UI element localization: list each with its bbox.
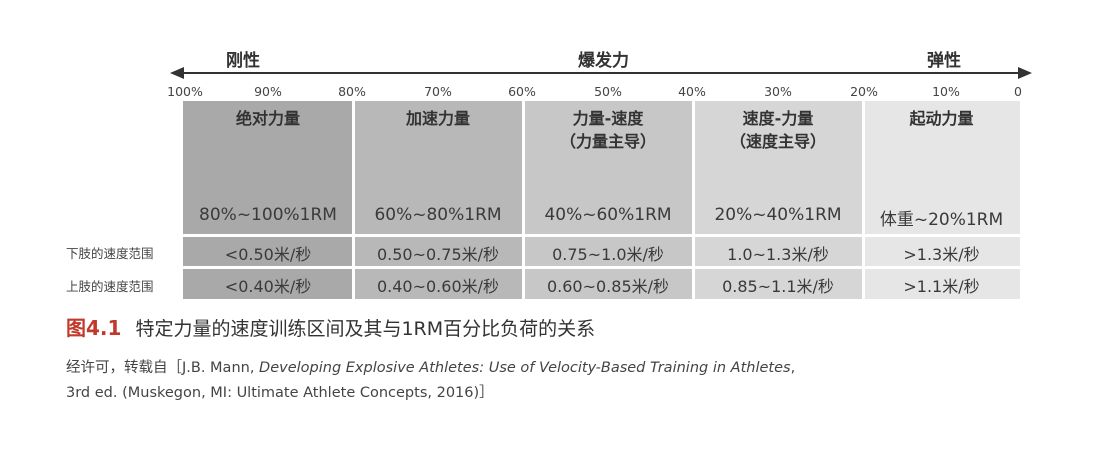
zone-divider	[352, 101, 355, 299]
zone-load: 80%~100%1RM	[199, 205, 337, 225]
row-divider	[353, 266, 523, 269]
zone-load: 60%~80%1RM	[374, 205, 502, 225]
lower-velocity: 0.50~0.75米/秒	[376, 245, 500, 264]
zone-title: 加速力量	[405, 109, 470, 128]
zone-load: 20%~40%1RM	[714, 205, 842, 225]
tick-20: 20%	[850, 84, 878, 99]
figure-number: 图4.1	[66, 316, 122, 340]
row-label-lower-limb: 下肢的速度范围	[66, 246, 154, 261]
lower-velocity: 1.0~1.3米/秒	[727, 245, 829, 264]
zone-speed-strength: 速度-力量 （速度主导） 20%~40%1RM 1.0~1.3米/秒 0.85~1…	[693, 101, 863, 299]
zone-divider	[692, 101, 695, 299]
row-divider	[863, 234, 1020, 237]
upper-velocity: 0.85~1.1米/秒	[722, 277, 834, 296]
zone-absolute-strength: 绝对力量 80%~100%1RM <0.50米/秒 <0.40米/秒	[183, 101, 353, 299]
row-divider	[523, 234, 693, 237]
figure-title: 特定力量的速度训练区间及其与1RM百分比负荷的关系	[135, 318, 596, 340]
tick-70: 70%	[424, 84, 452, 99]
zone-divider	[522, 101, 525, 299]
figure-caption: 图4.1 特定力量的速度训练区间及其与1RM百分比负荷的关系	[66, 312, 595, 341]
lower-velocity: >1.3米/秒	[903, 245, 980, 264]
label-explosive: 爆发力	[578, 51, 629, 71]
row-divider	[353, 234, 523, 237]
upper-velocity: 0.40~0.60米/秒	[376, 277, 500, 296]
zone-accelerative-strength: 加速力量 60%~80%1RM 0.50~0.75米/秒 0.40~0.60米/…	[353, 101, 523, 299]
tick-40: 40%	[678, 84, 706, 99]
tick-0: 0	[1014, 84, 1022, 99]
upper-velocity: 0.60~0.85米/秒	[546, 277, 670, 296]
upper-velocity: >1.1米/秒	[903, 277, 980, 296]
row-divider	[183, 266, 353, 269]
lower-velocity: 0.75~1.0米/秒	[552, 245, 664, 264]
zone-load: 体重~20%1RM	[879, 210, 1004, 230]
zone-title: 起动力量	[909, 109, 974, 128]
zone-divider	[862, 101, 865, 299]
tick-50: 50%	[594, 84, 622, 99]
zone-starting-strength: 起动力量 体重~20%1RM >1.3米/秒 >1.1米/秒	[863, 101, 1020, 299]
zone-title: 速度-力量 （速度主导）	[729, 109, 826, 152]
zone-title: 力量-速度 （力量主导）	[559, 109, 656, 152]
label-elastic: 弹性	[927, 51, 961, 71]
tick-80: 80%	[338, 84, 366, 99]
tick-90: 90%	[254, 84, 282, 99]
zone-title: 绝对力量	[235, 109, 300, 128]
tick-100: 100%	[167, 84, 203, 99]
upper-velocity: <0.40米/秒	[224, 277, 312, 296]
row-divider	[693, 234, 863, 237]
tick-10: 10%	[932, 84, 960, 99]
zone-load: 40%~60%1RM	[544, 205, 672, 225]
lower-velocity: <0.50米/秒	[224, 245, 312, 264]
credit-line-1: 经许可，转载自［J.B. Mann, Developing Explosive …	[66, 360, 796, 376]
book-title: Developing Explosive Athletes: Use of Ve…	[259, 360, 791, 376]
double-arrow-icon	[170, 67, 1032, 79]
label-rigid: 刚性	[226, 51, 260, 71]
row-divider	[693, 266, 863, 269]
credit-line-2: 3rd ed. (Muskegon, MI: Ultimate Athlete …	[66, 385, 494, 401]
zone-strength-speed: 力量-速度 （力量主导） 40%~60%1RM 0.75~1.0米/秒 0.60~…	[523, 101, 693, 299]
row-label-upper-limb: 上肢的速度范围	[66, 279, 154, 294]
tick-60: 60%	[508, 84, 536, 99]
row-divider	[523, 266, 693, 269]
tick-30: 30%	[764, 84, 792, 99]
row-divider	[863, 266, 1020, 269]
row-divider	[183, 234, 353, 237]
